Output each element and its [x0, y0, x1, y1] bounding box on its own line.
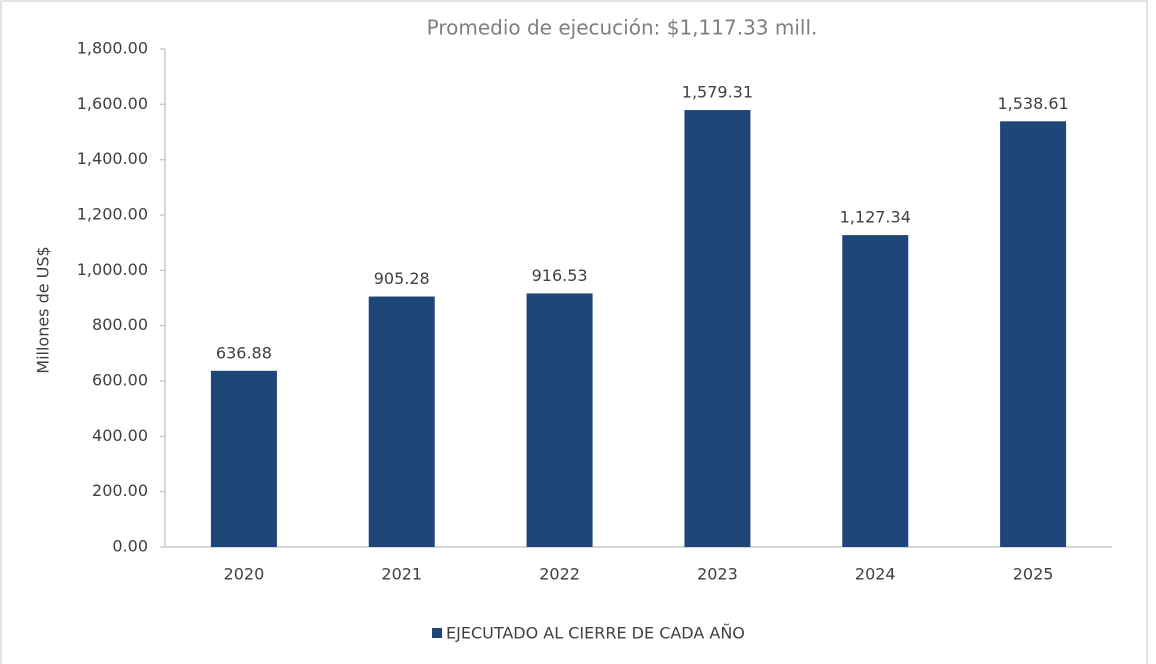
y-tick-label: 400.00 [92, 426, 148, 445]
data-label: 1,538.61 [997, 94, 1068, 113]
chart-title: Promedio de ejecución: $1,117.33 mill. [427, 16, 818, 40]
y-tick-label: 200.00 [92, 481, 148, 500]
y-tick-label: 1,600.00 [77, 94, 148, 113]
y-axis-title: Millones de US$ [34, 246, 53, 373]
data-label: 905.28 [374, 269, 430, 288]
data-label: 636.88 [216, 343, 272, 362]
legend-swatch [432, 628, 442, 638]
x-tick-label: 2021 [381, 565, 422, 584]
legend-label: EJECUTADO AL CIERRE DE CADA AÑO [446, 624, 745, 643]
bar [842, 235, 909, 547]
x-tick-label: 2025 [1013, 565, 1054, 584]
y-tick-label: 600.00 [92, 371, 148, 390]
y-tick-label: 1,000.00 [77, 260, 148, 279]
bar [526, 293, 593, 547]
data-label: 1,127.34 [840, 208, 911, 227]
y-tick-label: 0.00 [112, 537, 148, 556]
data-label: 916.53 [532, 266, 588, 285]
bar [1000, 121, 1067, 547]
bar [210, 370, 277, 547]
data-label: 1,579.31 [682, 83, 753, 102]
x-tick-label: 2020 [224, 565, 265, 584]
y-tick-label: 1,800.00 [77, 39, 148, 58]
y-tick-label: 800.00 [92, 315, 148, 334]
bar [684, 110, 751, 548]
x-tick-label: 2022 [539, 565, 580, 584]
x-tick-label: 2024 [855, 565, 896, 584]
y-tick-label: 1,400.00 [77, 149, 148, 168]
y-tick-label: 1,200.00 [77, 205, 148, 224]
x-tick-label: 2023 [697, 565, 738, 584]
bar [368, 296, 435, 547]
